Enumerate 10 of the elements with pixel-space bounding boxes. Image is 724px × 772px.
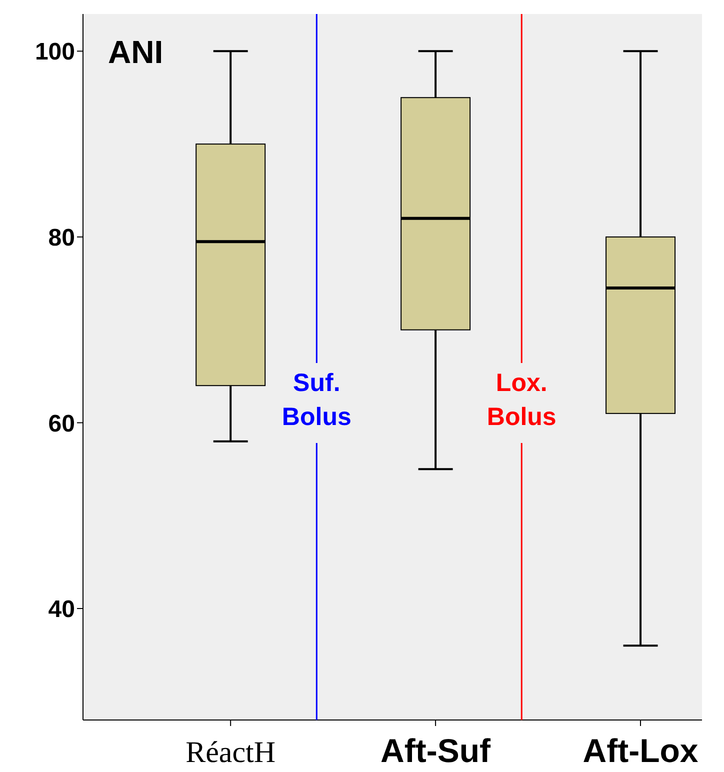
x-tick-label: RéactH [186, 736, 276, 769]
annotation: Suf. Bolus [282, 369, 352, 431]
y-tick-label: 60 [48, 410, 75, 438]
text: ANI [108, 34, 164, 70]
y-tick-label: 40 [48, 596, 75, 624]
y-tick-label: 100 [34, 38, 75, 66]
y-tick-label: 80 [48, 224, 75, 252]
x-tick-label: Aft-Lox [582, 732, 699, 769]
annotation: Lox. Bolus [486, 369, 556, 431]
x-tick-label: Aft-Suf [380, 732, 492, 769]
